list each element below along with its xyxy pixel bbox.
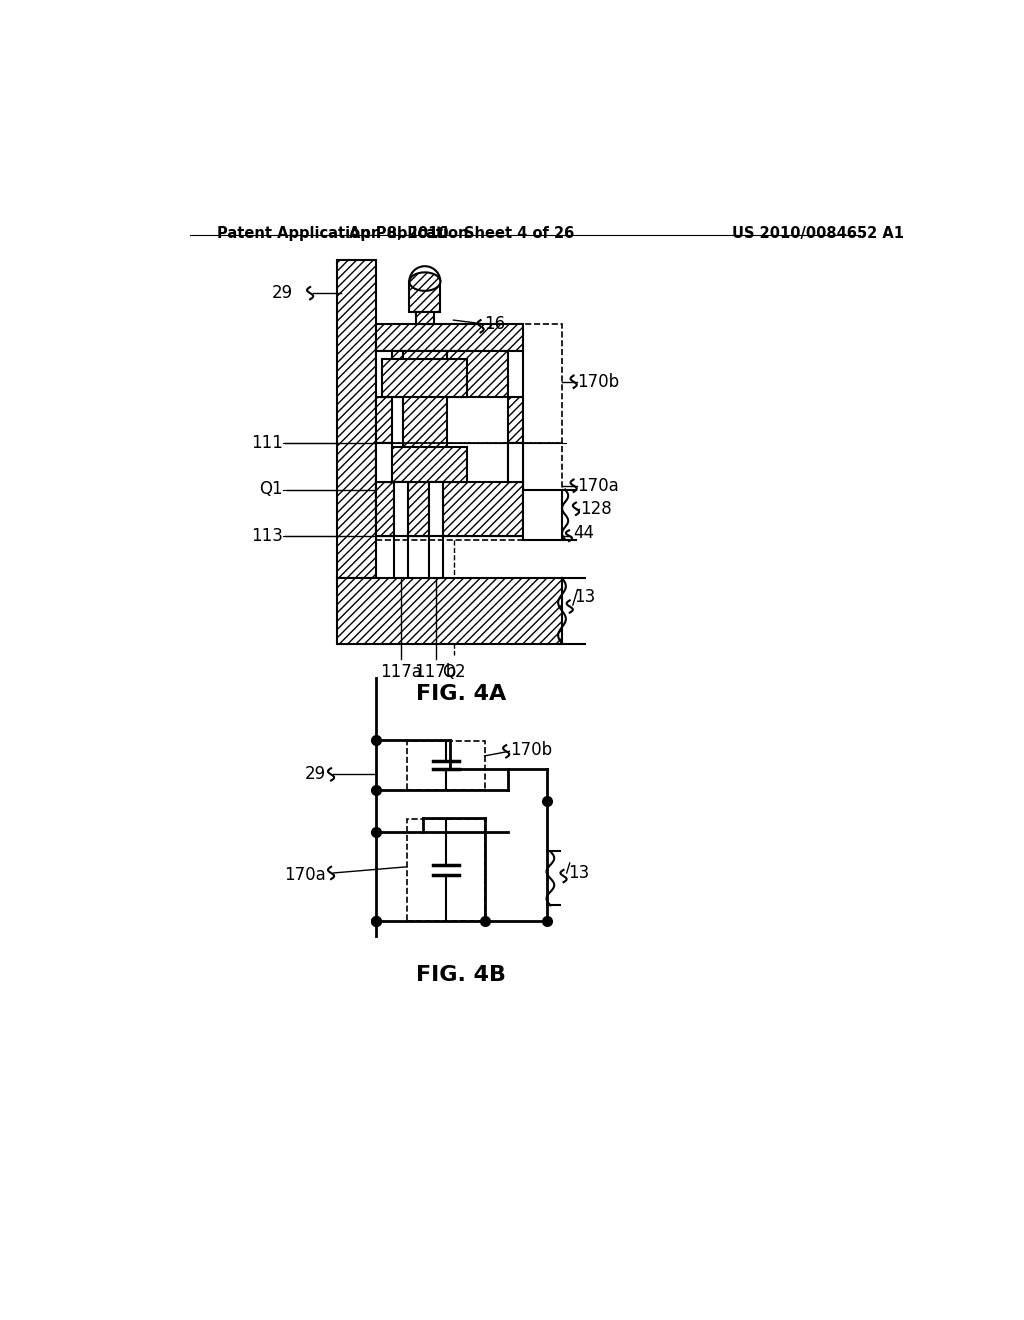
Text: 170b: 170b	[578, 372, 620, 391]
Bar	[376, 351, 391, 397]
Text: FIG. 4B: FIG. 4B	[416, 965, 506, 985]
Text: 170a: 170a	[284, 866, 326, 883]
Text: 117a: 117a	[380, 663, 422, 681]
Bar	[376, 482, 523, 536]
Bar	[407, 818, 484, 921]
Text: 117b: 117b	[415, 663, 457, 681]
Text: 29: 29	[272, 284, 293, 302]
Text: 13: 13	[568, 865, 590, 882]
Text: US 2010/0084652 A1: US 2010/0084652 A1	[732, 226, 904, 242]
Bar	[376, 323, 523, 351]
Bar	[376, 444, 562, 540]
Bar	[508, 444, 523, 482]
Bar	[394, 482, 408, 536]
Bar	[403, 351, 446, 536]
Ellipse shape	[410, 272, 440, 290]
Bar	[429, 482, 442, 578]
Bar	[391, 351, 508, 397]
Text: Apr. 8, 2010   Sheet 4 of 26: Apr. 8, 2010 Sheet 4 of 26	[348, 226, 573, 242]
Text: FIG. 4A: FIG. 4A	[416, 684, 507, 704]
Bar	[429, 482, 442, 536]
Bar	[523, 490, 562, 540]
Text: 111: 111	[251, 434, 283, 453]
Text: 128: 128	[580, 500, 611, 517]
Bar	[508, 351, 523, 397]
Bar	[407, 742, 484, 789]
Bar	[508, 397, 523, 444]
Text: Q2: Q2	[441, 663, 465, 681]
Bar	[337, 578, 562, 644]
Text: 16: 16	[484, 315, 506, 333]
Bar	[382, 447, 467, 482]
Text: Patent Application Publication: Patent Application Publication	[217, 226, 469, 242]
Text: 170b: 170b	[510, 741, 552, 759]
Text: 170a: 170a	[578, 477, 620, 495]
Text: 113: 113	[251, 527, 283, 545]
Text: 29: 29	[304, 766, 326, 783]
Bar	[376, 397, 391, 444]
Bar	[376, 444, 391, 482]
Text: 44: 44	[572, 524, 594, 543]
Text: Q1: Q1	[259, 480, 283, 499]
Text: 13: 13	[574, 589, 596, 606]
Bar	[508, 444, 523, 536]
Bar	[376, 444, 391, 536]
Bar	[382, 359, 467, 397]
Bar	[337, 260, 376, 578]
Bar	[410, 281, 440, 313]
Bar	[416, 313, 434, 323]
Bar	[394, 482, 408, 578]
Bar	[376, 323, 562, 444]
